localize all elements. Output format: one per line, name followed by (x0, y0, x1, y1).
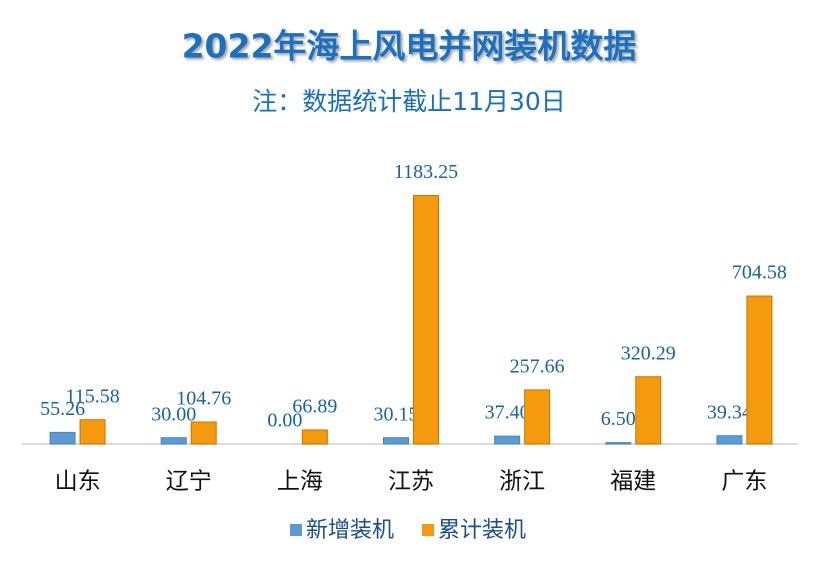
bar (746, 295, 773, 445)
value-label: 104.76 (176, 388, 231, 410)
bar (190, 421, 217, 445)
bar (49, 431, 76, 445)
bar (79, 419, 106, 445)
x-tick-label: 江苏 (388, 469, 434, 495)
chart-title: 2022年海上风电并网装机数据 (182, 27, 637, 66)
value-label: 115.58 (65, 385, 119, 407)
legend-swatch (290, 524, 302, 536)
bar (635, 376, 662, 445)
value-label: 0.00 (267, 410, 302, 432)
value-label: 37.40 (485, 402, 530, 424)
chart-subtitle: 注：数据统计截止11月30日 (252, 87, 566, 116)
bar (413, 195, 439, 445)
x-tick-label: 辽宁 (166, 469, 212, 495)
value-label: 66.89 (292, 396, 337, 418)
bar (301, 429, 328, 445)
bar (524, 389, 551, 445)
value-label: 39.34 (707, 401, 752, 423)
value-label: 30.15 (374, 403, 419, 425)
bar (605, 442, 632, 445)
value-label: 704.58 (732, 262, 787, 284)
bar (716, 435, 743, 445)
value-label: 1183.25 (394, 161, 458, 183)
legend-swatch (422, 524, 434, 536)
x-tick-label: 上海 (277, 469, 323, 495)
x-tick-label: 福建 (610, 469, 656, 495)
x-tick-label: 广东 (721, 469, 767, 495)
x-tick-label: 浙江 (499, 469, 545, 495)
bar (494, 435, 521, 445)
bar (383, 437, 409, 445)
value-label: 320.29 (621, 342, 676, 364)
legend-label: 新增装机 (306, 518, 394, 543)
x-tick-label: 山东 (55, 469, 101, 495)
bar (160, 437, 187, 445)
legend-label: 累计装机 (438, 518, 526, 543)
value-label: 6.50 (601, 408, 636, 430)
value-label: 30.00 (151, 403, 196, 425)
value-label: 257.66 (510, 355, 565, 377)
value-label: 55.26 (40, 398, 85, 420)
